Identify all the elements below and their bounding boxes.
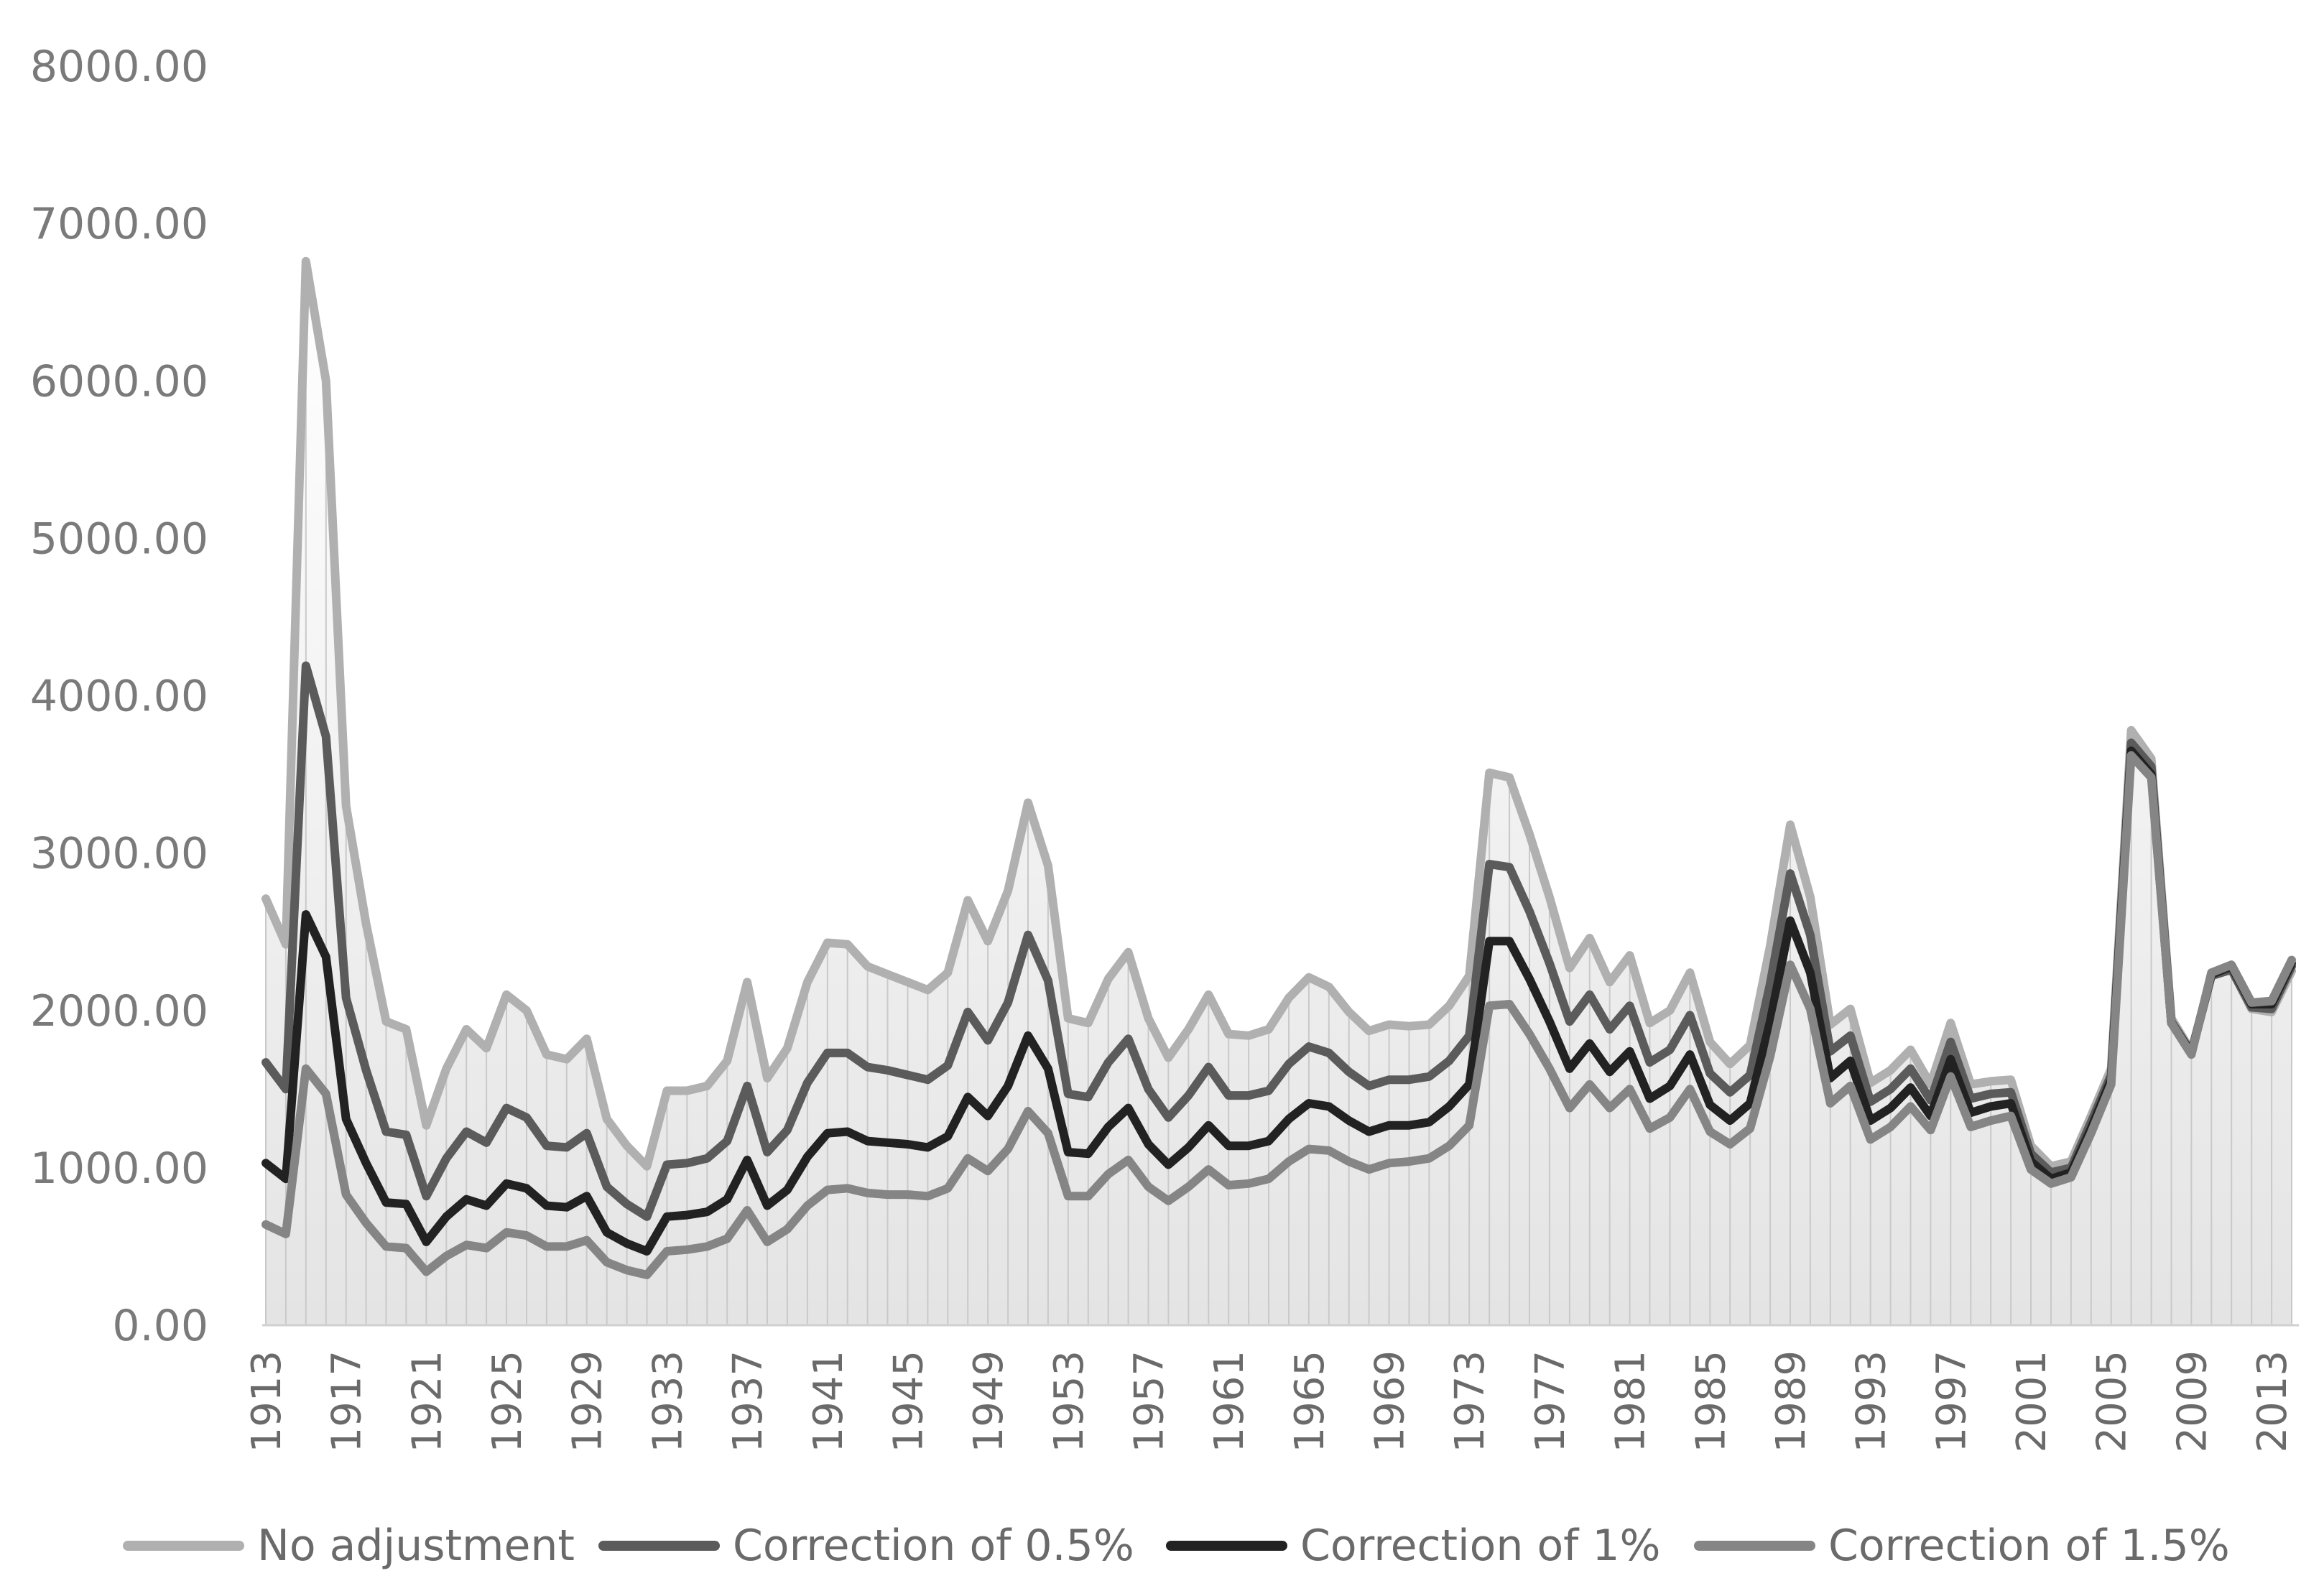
x-tick-label: 1925: [484, 1350, 531, 1453]
x-tick-label: 1993: [1848, 1350, 1895, 1453]
legend: No adjustment Correction of 0.5% Correctio…: [123, 1521, 2230, 1571]
plot-area-shading: [266, 261, 2292, 1326]
x-tick-label: 2005: [2089, 1350, 2136, 1453]
x-tick-label: 2013: [2249, 1350, 2296, 1453]
series-lines: [261, 256, 2296, 1279]
y-tick-label: 3000.00: [30, 829, 208, 879]
x-tick-label: 1985: [1688, 1350, 1734, 1453]
y-tick-label: 4000.00: [30, 672, 208, 722]
x-tick-label: 1965: [1287, 1350, 1333, 1453]
y-tick-label: 5000.00: [30, 514, 208, 564]
y-tick-label: 8000.00: [30, 42, 208, 92]
x-tick-label: 1929: [565, 1350, 611, 1453]
x-tick-label: 1953: [1046, 1350, 1093, 1453]
legend-label: Correction of 1.5%: [1828, 1521, 2230, 1571]
x-tick-label: 1917: [324, 1350, 371, 1453]
legend-label: Correction of 0.5%: [733, 1521, 1134, 1571]
x-tick-label: 1913: [244, 1350, 290, 1453]
x-tick-label: 1933: [644, 1350, 691, 1453]
x-tick-label: 1973: [1447, 1350, 1494, 1453]
legend-label: No adjustment: [257, 1521, 575, 1571]
x-tick-label: 1997: [1928, 1350, 1975, 1453]
series-line-3: [261, 746, 2296, 1256]
x-tick-label: 1949: [966, 1350, 1012, 1453]
x-tick-label: 1989: [1768, 1350, 1815, 1453]
x-tick-label: 1961: [1206, 1350, 1253, 1453]
series-line-1: [261, 256, 2296, 1171]
x-tick-label: 1921: [404, 1350, 450, 1453]
x-tick-label: 1941: [805, 1350, 852, 1453]
x-tick-label: 1977: [1527, 1350, 1574, 1453]
series-line-4: [261, 751, 2296, 1279]
series-line-2: [261, 661, 2296, 1221]
area-fill: [266, 261, 2292, 1326]
y-axis-ticks: 0.00 1000.00 2000.00 3000.00 4000.00 5000.00 6…: [30, 42, 208, 1351]
y-tick-label: 0.00: [112, 1301, 208, 1351]
x-tick-label: 2001: [2009, 1350, 2055, 1453]
x-tick-label: 1981: [1608, 1350, 1654, 1453]
legend-label: Correction of 1%: [1300, 1521, 1661, 1571]
x-tick-label: 1957: [1126, 1350, 1173, 1453]
x-tick-label: 2009: [2169, 1350, 2216, 1453]
x-tick-label: 1969: [1367, 1350, 1414, 1453]
x-tick-label: 1945: [886, 1350, 932, 1453]
x-axis-ticks: 1913 1917 1921 1925 1929 1933 1937 1941 1945 1949…: [244, 1350, 2296, 1453]
y-tick-label: 7000.00: [30, 199, 208, 249]
y-tick-label: 1000.00: [30, 1144, 208, 1194]
y-tick-label: 6000.00: [30, 356, 208, 407]
y-tick-label: 2000.00: [30, 986, 208, 1036]
x-tick-label: 1937: [725, 1350, 772, 1453]
